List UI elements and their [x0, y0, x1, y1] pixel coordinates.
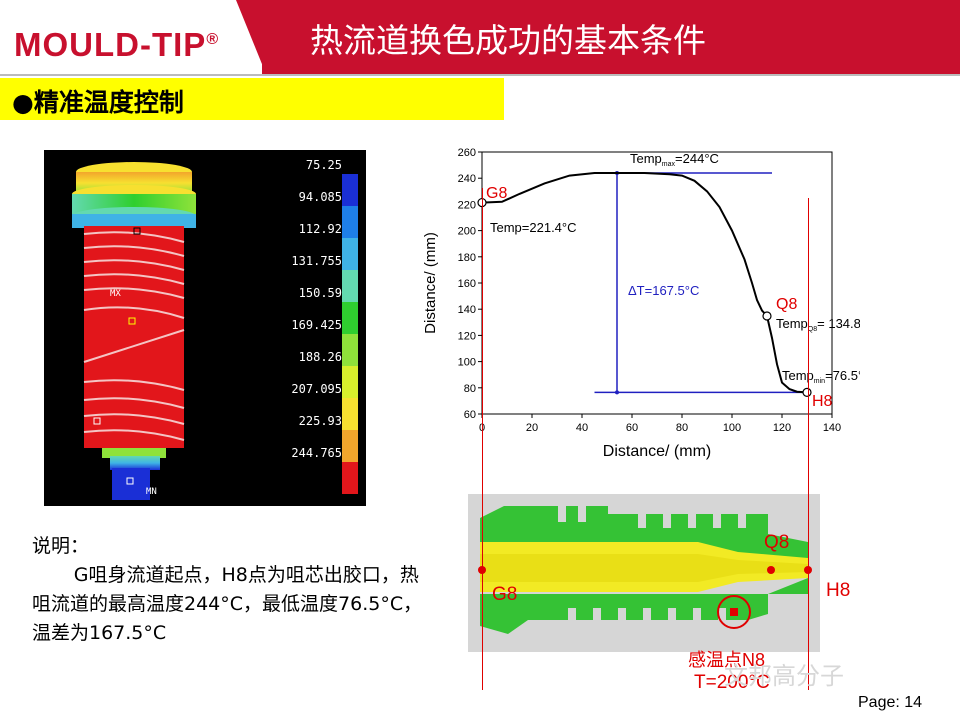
color-scale-value: 244.765: [291, 446, 342, 460]
temp-q8-annotation: TempQ8= 134.8°C: [776, 316, 860, 333]
color-scale-value: 112.92: [298, 222, 342, 236]
title-bar: [262, 0, 960, 74]
bullet-icon: ●: [12, 88, 34, 117]
y-tick-label: 100: [458, 357, 476, 369]
x-tick-label: 20: [526, 422, 538, 434]
color-scale-swatch-2: [342, 238, 358, 270]
title-bar-slant: [236, 0, 266, 74]
x-axis-label: Distance/ (mm): [603, 443, 711, 460]
color-scale-value: 169.425: [291, 318, 342, 332]
g8-chart-label: G8: [486, 185, 507, 202]
color-scale-bar: [342, 174, 358, 494]
delta-t-bottom-marker: [615, 390, 619, 395]
y-tick-label: 220: [458, 199, 476, 211]
temperature-curve: [481, 172, 808, 394]
q8-chart-label: Q8: [776, 296, 797, 313]
color-scale-value: 225.93: [298, 414, 342, 428]
mn-label: MN: [146, 487, 157, 497]
color-scale-swatch-0: [342, 174, 358, 206]
y-axis-label: Distance/ (mm): [422, 232, 439, 334]
color-scale-swatch-5: [342, 334, 358, 366]
x-tick-label: 100: [723, 422, 741, 434]
temp-min-annotation: Tempmin=76.5°C: [782, 368, 860, 385]
watermark: 文邦高分子: [724, 662, 844, 690]
delta-t-annotation: ΔT=167.5°C: [628, 283, 699, 298]
color-scale-value: 131.755: [291, 254, 342, 268]
y-tick-label: 80: [464, 383, 476, 395]
mx-label: MX: [110, 289, 121, 299]
company-logo: MOULD-TIP®: [14, 26, 220, 63]
h8-chart-label: H8: [812, 393, 833, 410]
q8-section-label: Q8: [764, 532, 790, 553]
color-scale-value: 188.26: [298, 350, 342, 364]
color-scale-swatch-8: [342, 430, 358, 462]
g8-section-label: G8: [492, 584, 518, 605]
g8-reference-line: [482, 188, 483, 690]
y-tick-label: 160: [458, 278, 476, 290]
y-tick-label: 60: [464, 409, 476, 421]
section-title: ●精准温度控制: [12, 88, 184, 117]
page-number: Page: 14: [858, 694, 923, 711]
color-scale-swatch-6: [342, 366, 358, 398]
cross-section-drawing: [478, 506, 812, 634]
color-scale-swatch-3: [342, 270, 358, 302]
y-tick-label: 120: [458, 330, 476, 342]
x-tick-label: 60: [626, 422, 638, 434]
x-tick-label: 40: [576, 422, 588, 434]
temperature-distance-chart: 0204060801001201406080100120140160180200…: [422, 147, 860, 460]
sensor-point-label: 感温点N8: [688, 650, 766, 670]
section-bar: [0, 78, 504, 120]
page-title: 热流道换色成功的基本条件: [310, 21, 706, 60]
header-divider: [0, 74, 960, 76]
y-tick-label: 200: [458, 226, 476, 238]
h8-reference-line: [808, 198, 809, 690]
color-scale-value: 75.25: [305, 158, 342, 172]
y-tick-label: 260: [458, 147, 476, 159]
temp-start-annotation: Temp=221.4°C: [490, 220, 577, 235]
color-scale-swatch-1: [342, 206, 358, 238]
y-tick-label: 240: [458, 173, 476, 185]
nozzle-cross-section-image: G8 Q8: [468, 494, 820, 652]
explanation-text: 说明： G咀身流道起点，H8点为咀芯出胶口，热咀流道的最高温度244°C，最低温…: [32, 532, 432, 648]
plot-frame: [481, 151, 833, 415]
x-tick-label: 120: [773, 422, 791, 434]
point-h8: [802, 387, 812, 397]
nozzle-render: MX MN: [72, 162, 358, 500]
color-scale-value: 94.085: [298, 190, 342, 204]
color-scale-swatch-9: [342, 462, 358, 494]
y-tick-label: 180: [458, 252, 476, 264]
y-tick-label: 140: [458, 304, 476, 316]
color-scale-swatch-4: [342, 302, 358, 334]
explanation-heading: 说明：: [32, 535, 90, 557]
sensor-temperature-label: T=200°C: [694, 672, 770, 693]
explanation-body: G咀身流道起点，H8点为咀芯出胶口，热咀流道的最高温度244°C，最低温度76.…: [32, 564, 423, 644]
x-tick-label: 80: [676, 422, 688, 434]
temp-max-annotation: Tempmax=244°C: [630, 151, 719, 168]
color-scale-value: 150.59: [298, 286, 342, 300]
x-tick-label: 140: [823, 422, 841, 434]
h8-section-label: H8: [826, 580, 851, 601]
point-q8: [762, 311, 772, 321]
color-scale-value: 207.095: [291, 382, 342, 396]
color-scale-swatch-7: [342, 398, 358, 430]
temperature-simulation-image: MX MN 75.25 94.085 112.92 131.755 150.59 169.…: [44, 150, 366, 506]
